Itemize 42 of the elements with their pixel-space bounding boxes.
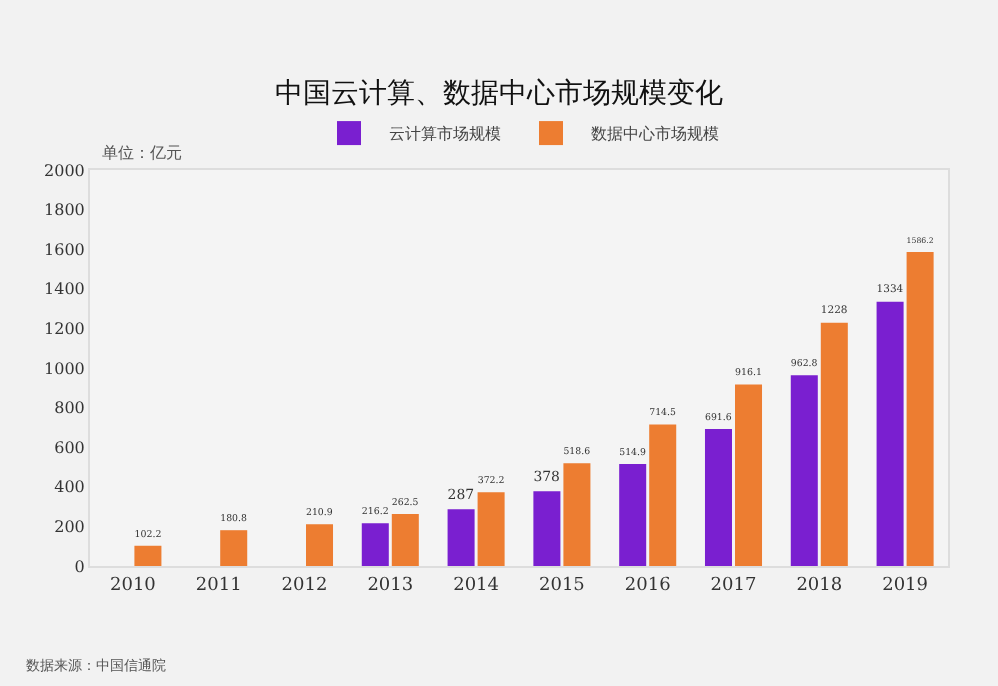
y-tick-label: 0: [74, 557, 85, 576]
y-tick-label: 600: [54, 438, 85, 457]
bar: [220, 530, 248, 566]
y-tick-label: 1000: [44, 359, 85, 378]
bar: [876, 301, 904, 566]
y-tick-label: 1400: [44, 280, 85, 299]
bar: [735, 384, 763, 566]
x-tick-label: 2011: [195, 575, 242, 596]
bar: [306, 524, 334, 566]
x-tick-label: 2012: [281, 575, 328, 596]
bar: [704, 429, 732, 566]
bar: [447, 509, 475, 566]
x-tick-label: 2018: [796, 575, 843, 596]
x-tick-label: 2019: [882, 575, 929, 596]
y-tick-label: 400: [54, 478, 85, 497]
x-tick-label: 2014: [453, 575, 500, 596]
y-axis-title: 单位：亿元: [102, 144, 182, 162]
x-tick-label: 2015: [538, 575, 586, 596]
legend-label: 云计算市场规模: [389, 125, 501, 144]
bar: [820, 322, 848, 566]
y-tick-label: 1200: [44, 320, 85, 338]
bar: [361, 523, 389, 566]
bar: [391, 514, 419, 566]
bar: [477, 492, 505, 566]
x-tick-label: 2013: [367, 575, 414, 596]
bar: [533, 491, 561, 566]
y-tick-label: 800: [54, 399, 85, 418]
legend-label: 数据中心市场规模: [591, 125, 719, 144]
x-tick-label: 2016: [624, 575, 672, 596]
x-tick-label: 2010: [109, 575, 157, 596]
y-tick-label: 2000: [44, 161, 85, 180]
x-tick-label: 2017: [710, 575, 757, 596]
bar: [134, 545, 162, 566]
chart-title: 中国云计算、数据中心市场规模变化: [275, 77, 723, 110]
bar: [649, 424, 677, 566]
y-tick-label: 1800: [44, 201, 85, 220]
y-tick-label: 1600: [44, 240, 85, 259]
bar: [563, 463, 591, 566]
bar: [906, 251, 934, 566]
bar: [619, 464, 647, 566]
bar: [790, 375, 818, 566]
y-tick-label: 200: [54, 518, 85, 536]
